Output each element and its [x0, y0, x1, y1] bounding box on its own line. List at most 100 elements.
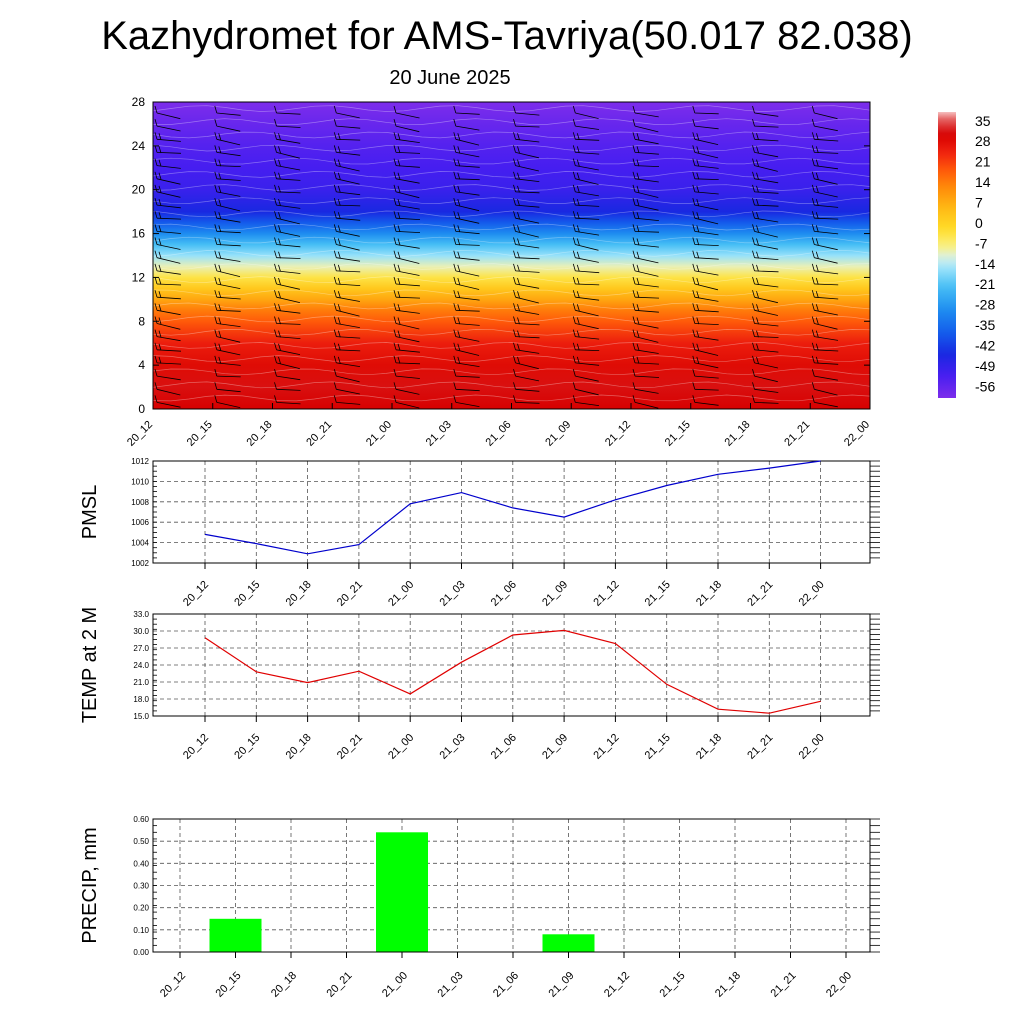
- wind-barb-shaft: [575, 231, 600, 236]
- wind-barb-flag: [692, 342, 696, 350]
- wind-barb-flag: [214, 145, 218, 153]
- wind-barb-shaft: [216, 191, 241, 197]
- wind-barb-flag: [393, 224, 397, 232]
- wind-barb-shaft: [455, 217, 480, 224]
- wind-barb-flag: [811, 368, 815, 377]
- wind-barb-shaft: [634, 112, 659, 118]
- wind-barb-flag: [572, 250, 576, 258]
- wind-barb-flag: [218, 304, 222, 312]
- wind-barb-shaft: [276, 125, 301, 128]
- wind-barb-flag: [214, 303, 218, 311]
- wind-barb-flag: [214, 382, 218, 390]
- wind-barb-flag: [692, 355, 696, 364]
- wind-barb-shaft: [634, 204, 659, 211]
- y-tick-label: 21.0: [133, 678, 149, 687]
- wind-barb-shaft: [814, 375, 838, 381]
- wind-barb-flag: [811, 355, 815, 364]
- wind-barb-flag: [692, 263, 696, 272]
- wind-barb-flag: [397, 277, 401, 285]
- wind-barb-flag: [333, 171, 337, 179]
- wind-barb-flag: [696, 343, 700, 351]
- wind-barb-flag: [636, 212, 640, 219]
- wind-barb-flag: [811, 395, 815, 403]
- wind-barb-flag: [572, 368, 576, 377]
- wind-barb-flag: [752, 290, 755, 298]
- x-tick-label: 21_06: [491, 970, 521, 1000]
- wind-barb-flag: [572, 184, 576, 193]
- wind-barb-shaft: [455, 349, 480, 356]
- wind-barb-flag: [214, 355, 218, 364]
- wind-barb-shaft: [455, 112, 480, 115]
- wind-barb-flag: [872, 198, 874, 205]
- wind-barb-flag: [876, 304, 878, 311]
- wind-barb-flag: [278, 198, 281, 206]
- contour-line: [153, 210, 870, 218]
- wind-barb-flag: [872, 264, 874, 271]
- wind-barb-flag: [517, 330, 520, 338]
- wind-barb-flag: [158, 159, 162, 167]
- wind-barb-flag: [218, 225, 222, 233]
- wind-barb-flag: [811, 237, 815, 245]
- wind-barb-flag: [576, 304, 580, 312]
- wind-barb-flag: [517, 159, 520, 167]
- temp-2m-axis-label: TEMP at 2 M: [79, 607, 101, 723]
- wind-barb-flag: [696, 277, 700, 285]
- wind-barb-flag: [572, 382, 576, 390]
- wind-barb-flag: [692, 276, 696, 285]
- wind-barb-flag: [154, 342, 158, 350]
- wind-barb-flag: [278, 251, 281, 259]
- contour-line: [153, 276, 870, 283]
- wind-barb-flag: [337, 317, 341, 325]
- x-tick-label: 21_09: [540, 732, 570, 762]
- wind-barb-shaft: [814, 336, 839, 341]
- wind-barb-shaft: [575, 165, 599, 171]
- wind-barb-flag: [872, 106, 874, 113]
- wind-barb-flag: [158, 225, 162, 233]
- x-tick-label: 21_12: [602, 970, 632, 1000]
- wind-barb-flag: [756, 356, 759, 364]
- wind-barb-flag: [572, 132, 576, 140]
- wind-barb-flag: [278, 343, 281, 351]
- wind-barb-shaft: [276, 388, 301, 391]
- wind-barb-flag: [513, 105, 516, 114]
- wind-barb-flag: [517, 317, 520, 325]
- wind-barb-flag: [811, 224, 815, 232]
- wind-barb-flag: [333, 237, 337, 245]
- wind-barb-flag: [333, 276, 337, 285]
- wind-barb-flag: [636, 238, 640, 246]
- wind-barb-flag: [811, 132, 815, 140]
- wind-barb-flag: [457, 198, 461, 206]
- pmsl-panel: 1002 1004 1006 1008 1010 1012 20_12 20_15 20_18 2…: [79, 457, 880, 609]
- wind-barb-flag: [453, 395, 457, 403]
- wind-barb-shaft: [455, 138, 480, 146]
- wind-barb-flag: [278, 317, 281, 325]
- wind-barb-flag: [513, 395, 516, 403]
- wind-barb-flag: [274, 211, 277, 219]
- contour-line: [153, 263, 870, 270]
- wind-barb-shaft: [395, 204, 420, 210]
- wind-barb-flag: [815, 212, 819, 219]
- wind-barb-flag: [752, 342, 755, 350]
- pmsl-axis-label: PMSL: [79, 485, 101, 539]
- wind-barb-flag: [158, 264, 162, 272]
- wind-barb-shaft: [874, 126, 897, 131]
- wind-barb-flag: [517, 225, 520, 233]
- wind-barb-flag: [333, 211, 337, 219]
- wind-barb-shaft: [455, 336, 480, 342]
- wind-barb-flag: [752, 276, 755, 285]
- wind-barb-flag: [274, 276, 277, 285]
- x-tick-label: 21_12: [591, 579, 621, 609]
- wind-barb-shaft: [754, 165, 778, 172]
- wind-barb-flag: [815, 264, 819, 272]
- wind-barb-shaft: [874, 152, 898, 155]
- wind-barb-flag: [393, 276, 397, 285]
- contour-line: [153, 131, 870, 139]
- wind-barb-shaft: [336, 296, 360, 302]
- wind-barb-flag: [692, 395, 696, 403]
- wind-barb-flag: [876, 199, 878, 206]
- contour-line: [153, 381, 870, 389]
- wind-barb-flag: [632, 276, 636, 285]
- wind-barb-flag: [154, 211, 158, 219]
- wind-barb-shaft: [156, 388, 181, 396]
- colorbar-label: 7: [975, 194, 983, 210]
